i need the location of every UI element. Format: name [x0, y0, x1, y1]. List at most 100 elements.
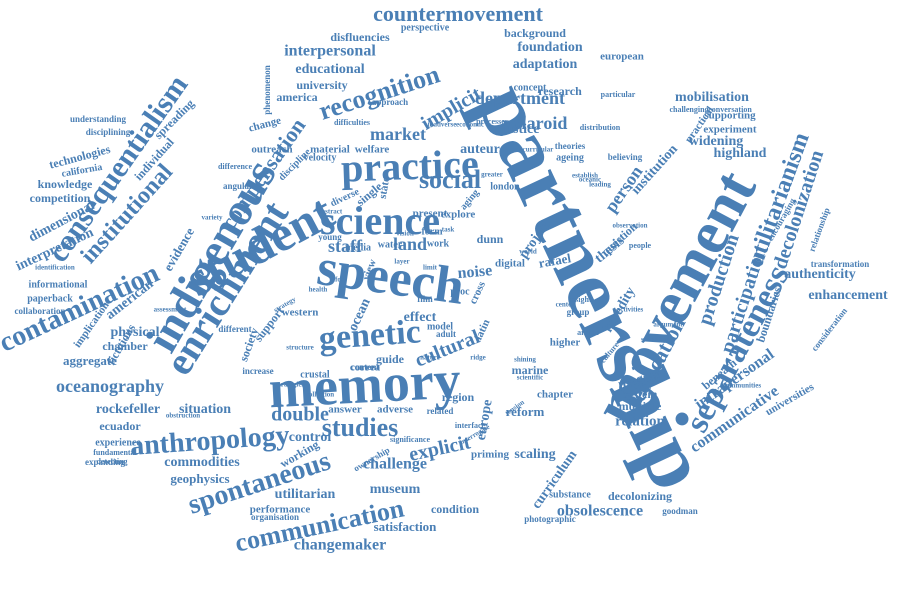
cloud-word-schooling: schooling: [641, 336, 670, 344]
cloud-word-world: world: [519, 248, 537, 256]
cloud-word-guide: guide: [376, 352, 405, 366]
cloud-word-strategies: strategies: [276, 381, 305, 389]
cloud-word-water: water: [378, 239, 403, 250]
cloud-word-assessment: assessment: [154, 306, 187, 314]
cloud-word-model: model: [427, 321, 453, 332]
cloud-word-people: people: [629, 241, 652, 250]
cloud-word-digital: digital: [495, 258, 525, 270]
cloud-word-state: state: [377, 176, 393, 200]
cloud-word-communities: communities: [723, 382, 761, 390]
cloud-word-difference: difference: [218, 162, 253, 171]
cloud-word-velocity: velocity: [304, 152, 337, 163]
cloud-word-greater: greater: [481, 171, 503, 179]
cloud-word-condition: condition: [431, 502, 479, 516]
cloud-word-activities: activities: [617, 306, 644, 314]
cloud-word-believing: believing: [608, 152, 643, 162]
cloud-word-performance: performance: [250, 504, 311, 516]
cloud-word-outreach: outreach: [251, 144, 292, 156]
cloud-word-task: task: [442, 226, 455, 234]
cloud-word-europe: europe: [474, 398, 496, 441]
cloud-word-expanding: expanding: [85, 457, 126, 467]
cloud-word-university: university: [296, 78, 347, 92]
cloud-word-significance: significance: [390, 435, 430, 444]
cloud-word-control: control: [289, 430, 332, 445]
cloud-word-priming: priming: [471, 449, 509, 461]
cloud-word-experiment: experiment: [703, 124, 756, 136]
cloud-word-genetic: genetic: [318, 313, 422, 357]
cloud-word-satisfaction: satisfaction: [374, 519, 438, 534]
cloud-word-adult: adult: [436, 329, 456, 339]
cloud-word-practice: practice: [340, 141, 479, 191]
cloud-word-staff: staff: [328, 236, 363, 256]
cloud-word-decolonizing: decolonizing: [608, 489, 672, 503]
cloud-word-increase: increase: [242, 366, 273, 376]
cloud-word-variety: variety: [202, 214, 223, 222]
cloud-word-fundamental: fundamental: [93, 448, 137, 457]
cloud-word-authenticity: authenticity: [784, 267, 856, 282]
cloud-word-physical: physical: [110, 325, 159, 340]
cloud-word-research: research: [538, 84, 582, 98]
cloud-word-processes: processes: [476, 117, 508, 126]
cloud-word-ecuador: ecuador: [99, 419, 141, 433]
cloud-word-film: film: [417, 294, 433, 304]
cloud-word-effect: effect: [404, 310, 437, 325]
cloud-word-department: department: [475, 88, 565, 108]
cloud-word-multiple: multiple: [619, 399, 662, 413]
cloud-word-america: america: [276, 90, 317, 104]
cloud-word-vision: vision: [396, 230, 414, 238]
cloud-word-phenomenon: phenomenon: [262, 65, 272, 115]
cloud-word-utilitarian: utilitarian: [275, 487, 336, 502]
cloud-word-different: different: [218, 324, 251, 334]
cloud-word-knowledge: knowledge: [38, 177, 93, 191]
cloud-word-organisation: organisation: [251, 512, 299, 522]
cloud-word-foundation: foundation: [517, 40, 583, 55]
cloud-word-situation: situation: [179, 402, 231, 417]
cloud-word-economic: economic: [456, 121, 484, 129]
cloud-word-article: article: [577, 328, 599, 337]
cloud-word-latin: latin: [473, 318, 493, 342]
cloud-word-commodities: commodities: [164, 455, 240, 470]
cloud-word-dunn: dunn: [477, 232, 504, 246]
cloud-word-difficulties: difficulties: [334, 118, 370, 127]
cloud-word-explore: explore: [441, 209, 476, 221]
cloud-word-paperback: paperback: [27, 293, 73, 304]
cloud-word-limit: limit: [423, 264, 438, 272]
cloud-word-effort: effort: [330, 276, 347, 284]
cloud-word-welfare: welfare: [355, 144, 390, 156]
cloud-word-changemaker: changemaker: [294, 537, 386, 554]
cloud-word-adaptation: adaptation: [513, 57, 578, 72]
cloud-word-abstract: abstract: [318, 208, 343, 216]
cloud-word-rafael: rafael: [537, 250, 572, 270]
cloud-word-detecting: detecting: [96, 457, 127, 466]
cloud-word-proc: proc: [450, 286, 470, 297]
cloud-word-market: market: [370, 124, 426, 144]
cloud-word-establish: establish: [572, 172, 598, 180]
cloud-word-supporting: supporting: [704, 110, 756, 122]
cloud-word-interface: interface: [455, 421, 486, 430]
cloud-word-highland: highland: [714, 146, 767, 161]
cloud-word-angular: angular: [223, 181, 253, 191]
cloud-word-consideration: consideration: [809, 306, 849, 353]
cloud-word-aggregate: aggregate: [63, 353, 117, 368]
cloud-word-challenging: challenging: [669, 105, 708, 114]
cloud-word-educational: educational: [295, 62, 364, 77]
cloud-word-material: material: [310, 144, 350, 156]
cloud-word-adverse: adverse: [377, 404, 413, 416]
cloud-word-observation: observation: [613, 222, 648, 230]
cloud-word-disciplining: disciplining: [86, 127, 131, 137]
cloud-word-health: health: [309, 286, 328, 294]
cloud-word-enhancement: enhancement: [808, 288, 888, 303]
cloud-word-center: center: [556, 301, 575, 309]
cloud-word-countermovement: countermovement: [373, 1, 544, 26]
cloud-word-marine: marine: [512, 363, 549, 377]
cloud-word-perspective: perspective: [401, 22, 450, 33]
cloud-word-obsolescence: obsolescence: [557, 503, 643, 520]
cloud-word-relationship: relationship: [807, 206, 832, 252]
cloud-word-collaboration: collaboration: [15, 306, 66, 316]
cloud-word-media: media: [345, 242, 371, 253]
cloud-word-understanding: understanding: [70, 114, 127, 124]
cloud-word-european: european: [600, 51, 644, 63]
cloud-word-chapter: chapter: [537, 389, 573, 401]
